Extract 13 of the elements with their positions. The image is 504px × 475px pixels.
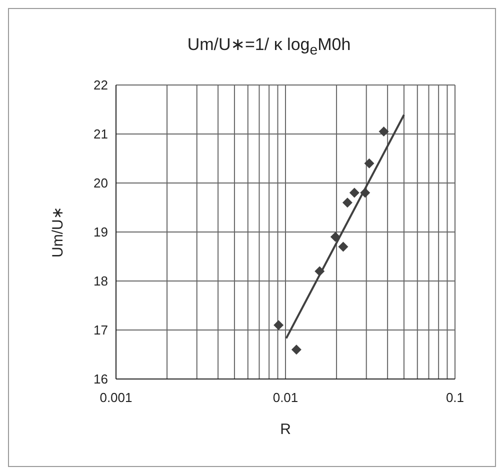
chart-title: Um/U∗=1/ κ log$_{e}$M0h <box>186 35 352 58</box>
y-axis-title: Um/U∗ <box>49 206 66 258</box>
y-tick-label: 22 <box>94 78 108 93</box>
y-tick-label: 19 <box>94 224 108 240</box>
y-tick-label: 20 <box>94 176 108 191</box>
y-tick-label: 17 <box>94 322 108 338</box>
x-tick-label: 0.1 <box>446 390 464 406</box>
y-tick-label: 16 <box>94 372 108 387</box>
x-tick-label: 0.01 <box>272 390 298 406</box>
y-tick-label: 21 <box>94 126 108 142</box>
x-axis-title: R <box>280 421 292 438</box>
x-tick-label: 0.001 <box>100 390 132 406</box>
y-tick-label: 18 <box>94 274 108 289</box>
